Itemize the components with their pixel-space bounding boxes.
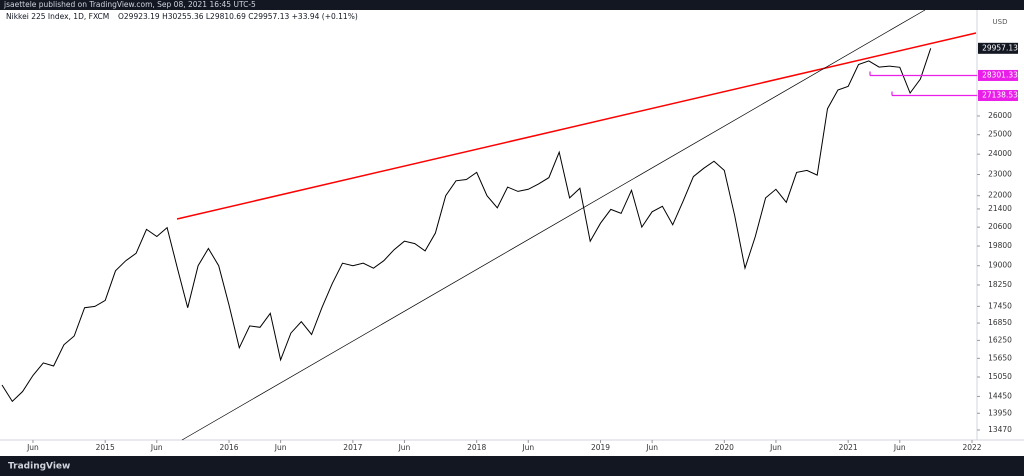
x-tick-label: Jun xyxy=(398,443,411,452)
y-tick-label: 18250 xyxy=(988,280,1012,289)
y-tick-label: 20600 xyxy=(988,222,1012,231)
y-tick-label: 15050 xyxy=(988,372,1012,381)
x-tick-label: 2021 xyxy=(839,443,858,452)
x-tick-label: 2022 xyxy=(962,443,981,452)
brand: TradingView xyxy=(8,462,70,472)
unit-label: USD xyxy=(993,18,1008,26)
published-note: jsaettele published on TradingView.com, … xyxy=(3,0,256,9)
x-tick-label: Jun xyxy=(150,443,163,452)
last-price-label: 29957.13 xyxy=(982,43,1018,52)
support-trendline xyxy=(181,9,926,441)
x-tick-label: 2016 xyxy=(219,443,238,452)
y-tick-label: 23000 xyxy=(988,170,1012,179)
x-tick-label: 2015 xyxy=(96,443,115,452)
y-tick-label: 14450 xyxy=(988,391,1012,400)
x-tick-label: Jun xyxy=(769,443,782,452)
y-tick-label: 17450 xyxy=(988,301,1012,310)
y-tick-label: 13950 xyxy=(988,408,1012,417)
resistance-trendline xyxy=(176,32,977,220)
x-tick-label: Jun xyxy=(645,443,658,452)
price-line xyxy=(1,48,932,403)
x-tick-label: Jun xyxy=(521,443,534,452)
y-tick-label: 15650 xyxy=(988,353,1012,362)
last-price-tag xyxy=(978,42,1018,54)
x-tick-label: Jun xyxy=(893,443,906,452)
x-tick-label: Jun xyxy=(274,443,287,452)
ohlc-legend: O29923.19 H30255.36 L29810.69 C29957.13 … xyxy=(118,12,358,21)
x-tick-label: 2018 xyxy=(467,443,486,452)
chart-title: Nikkei 225 Index, 1D, FXCM xyxy=(6,12,109,21)
x-tick-label: 2020 xyxy=(715,443,734,452)
level-label: 27138.53 xyxy=(982,90,1018,99)
y-tick-label: 19800 xyxy=(988,241,1012,250)
y-tick-label: 16850 xyxy=(988,318,1012,327)
y-tick-label: 16250 xyxy=(988,335,1012,344)
x-tick-label: 2019 xyxy=(591,443,610,452)
y-tick-label: 26000 xyxy=(988,111,1012,120)
y-tick-label: 25000 xyxy=(988,130,1012,139)
y-tick-label: 22000 xyxy=(988,191,1012,200)
y-tick-label: 19000 xyxy=(988,261,1012,270)
y-tick-label: 13470 xyxy=(988,425,1012,434)
y-tick-label: 24000 xyxy=(988,149,1012,158)
y-tick-label: 21400 xyxy=(988,204,1012,213)
level-label: 28301.33 xyxy=(982,70,1018,79)
chart-area xyxy=(0,10,1024,456)
level-tag xyxy=(978,89,1018,101)
level-tag xyxy=(978,69,1018,81)
x-tick-label: Jun xyxy=(26,443,39,452)
x-tick-label: 2017 xyxy=(343,443,362,452)
